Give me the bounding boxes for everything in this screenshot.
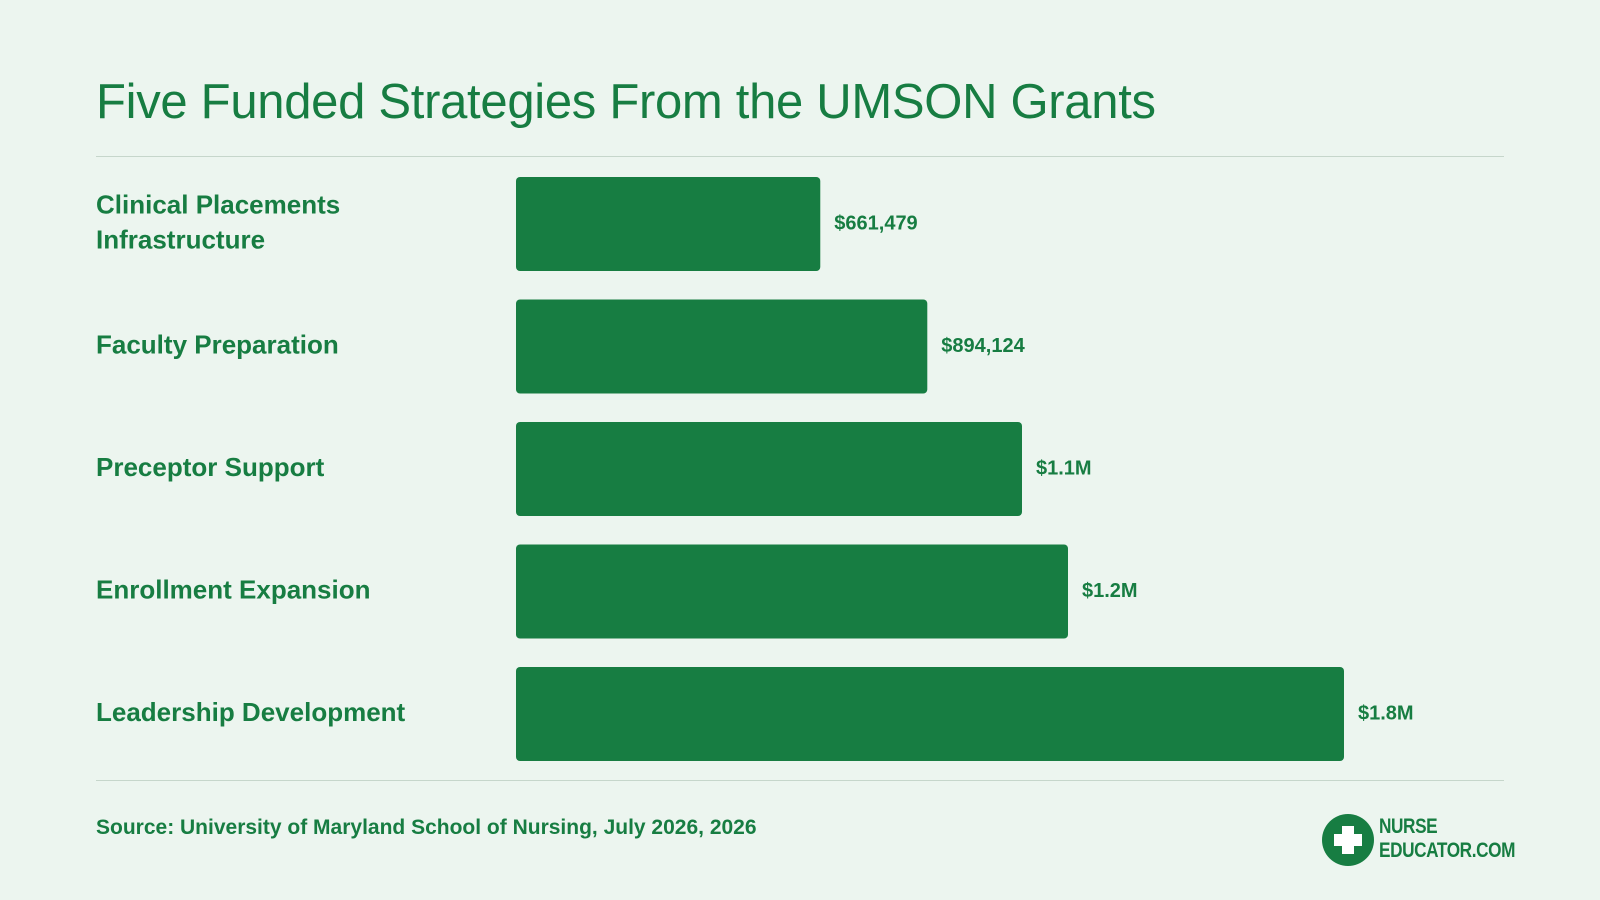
bottom-divider [96,780,1504,781]
category-label-line: Enrollment Expansion [96,574,371,604]
value-label: $1.1M [1036,457,1092,479]
category-label: Faculty Preparation [96,329,339,359]
category-label-line: Preceptor Support [96,452,325,482]
category-label-line: Leadership Development [96,697,406,727]
category-label: Clinical Placements Infrastructure [96,189,340,254]
category-label-line: Infrastructure [96,224,265,254]
value-label: $894,124 [941,335,1025,357]
value-label: $1.8M [1358,702,1414,724]
cross-icon [1322,814,1374,866]
logo-wordmark: NURSE EDUCATOR.COM [1379,815,1515,863]
value-label: $661,479 [834,212,917,234]
bar [516,177,821,271]
source-note: Source: University of Maryland School of… [96,816,757,839]
bar [516,544,1068,639]
category-label: Leadership Development [96,697,406,727]
logo-line-2: EDUCATOR.COM [1379,839,1516,862]
top-divider [96,156,1504,157]
category-label: Preceptor Support [96,452,325,482]
category-label: Enrollment Expansion [96,574,371,604]
bar [516,299,928,394]
bar [516,422,1022,516]
category-label-line: Faculty Preparation [96,329,339,359]
nurse-educator-logo: NURSE EDUCATOR.COM [1321,813,1515,869]
category-label-line: Clinical Placements [96,189,340,219]
bar [516,667,1344,761]
chart-title: Five Funded Strategies From the UMSON Gr… [96,75,1156,129]
logo-line-1: NURSE [1379,815,1438,838]
value-label: $1.2M [1082,580,1138,602]
